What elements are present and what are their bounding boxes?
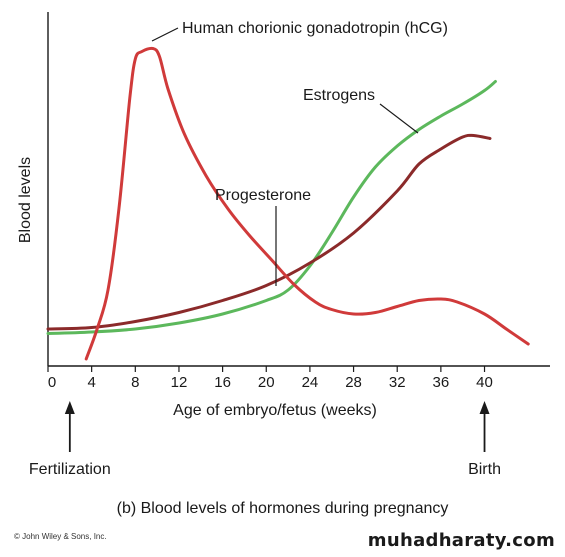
chart-axes <box>47 12 550 367</box>
copyright-note: © John Wiley & Sons, Inc. <box>14 532 107 541</box>
x-tick-label: 0 <box>48 374 56 391</box>
estrogens-line <box>46 80 497 335</box>
x-axis-label: Age of embryo/fetus (weeks) <box>173 402 377 419</box>
y-axis-label: Blood levels <box>17 157 34 243</box>
x-tick-label: 24 <box>302 374 319 391</box>
x-tick-label: 40 <box>476 374 493 391</box>
hormone-chart: 0 4 8 12 16 20 24 28 32 36 40 Human chorionic gona… <box>17 12 550 478</box>
birth-arrow-head <box>479 401 490 414</box>
fertilization-arrow-head <box>64 401 75 414</box>
watermark: muhadharaty.com <box>367 530 555 551</box>
x-tick-label: 12 <box>171 374 188 391</box>
x-tick-label: 32 <box>389 374 406 391</box>
x-tick-label: 16 <box>214 374 231 391</box>
progesterone-line <box>46 133 492 331</box>
estrogens-leader-line <box>379 103 419 134</box>
birth-label: Birth <box>468 461 501 478</box>
series-lines <box>46 46 530 361</box>
estrogens-label: Estrogens <box>303 87 375 104</box>
hcg-leader-line <box>151 27 179 42</box>
x-tick-label: 8 <box>131 374 139 391</box>
hcg-line <box>84 46 530 361</box>
hcg-label: Human chorionic gonadotropin (hCG) <box>182 20 448 37</box>
annotations: Human chorionic gonadotropin (hCG) Estrog… <box>29 20 501 478</box>
progesterone-label: Progesterone <box>215 187 311 204</box>
x-ticks: 0 4 8 12 16 20 24 28 32 36 40 <box>47 366 493 391</box>
x-tick-label: 28 <box>345 374 362 391</box>
x-tick-label: 36 <box>433 374 450 391</box>
figure-caption: (b) Blood levels of hormones during preg… <box>116 500 449 517</box>
x-tick-label: 20 <box>258 374 275 391</box>
x-tick-label: 4 <box>87 374 95 391</box>
fertilization-label: Fertilization <box>29 461 111 478</box>
